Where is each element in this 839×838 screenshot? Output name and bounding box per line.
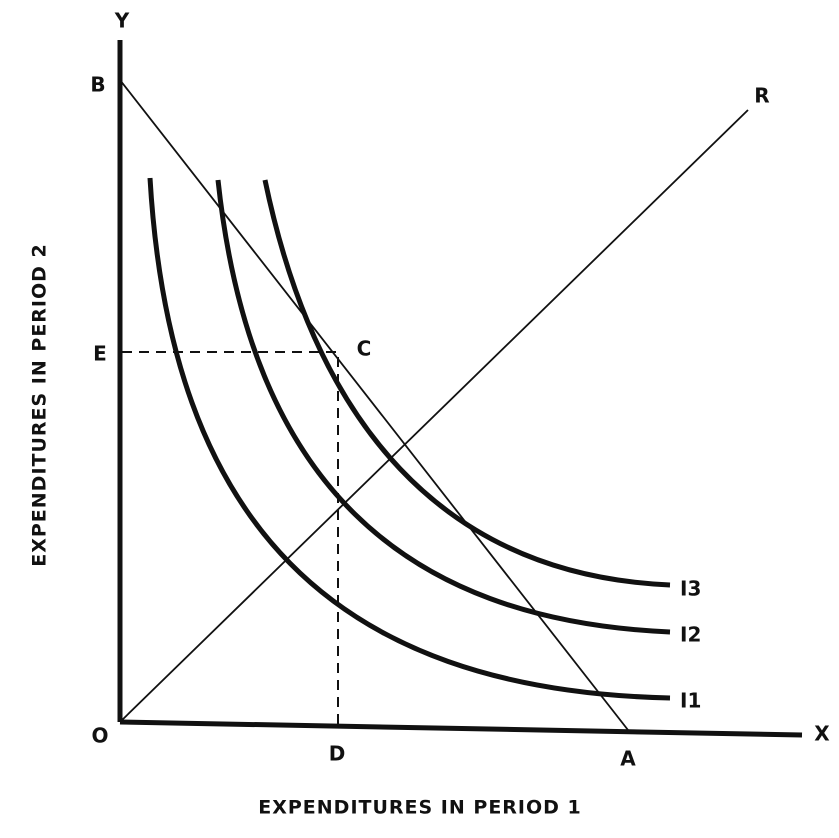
- curve-label: I2: [680, 623, 701, 647]
- axis-name: X: [814, 722, 830, 746]
- curve-label: I1: [680, 689, 701, 713]
- axis-name: Y: [114, 9, 130, 33]
- x-axis-title: EXPENDITURES IN PERIOD 1: [258, 797, 582, 819]
- ray-line: [119, 109, 749, 723]
- curve-label: I3: [680, 577, 701, 601]
- point-label: B: [90, 73, 105, 97]
- origin-label: O: [91, 724, 108, 748]
- point-label: E: [93, 342, 107, 366]
- budget-line: [119, 79, 629, 731]
- point-label: R: [754, 84, 769, 108]
- indifference-curve: [262, 179, 671, 588]
- indifference-curve: [215, 179, 671, 635]
- point-label: A: [620, 747, 636, 771]
- x-axis: [119, 719, 803, 738]
- point-label: D: [329, 742, 346, 766]
- y-axis-title: EXPENDITURES IN PERIOD 2: [29, 243, 51, 567]
- indifference-curve: [147, 177, 671, 701]
- point-label: C: [357, 337, 372, 361]
